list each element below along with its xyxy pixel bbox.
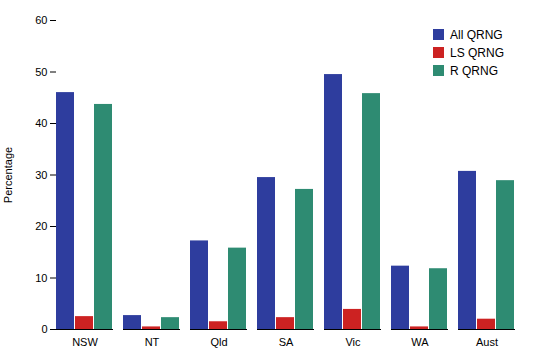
html-text:R QRNG: R QRNG <box>450 64 498 78</box>
html-text:All QRNG: All QRNG <box>450 28 503 42</box>
svg-text:Vic: Vic <box>345 336 361 348</box>
svg-text:0: 0 <box>41 323 47 335</box>
svg-text:SA: SA <box>279 336 294 348</box>
svg-text:10: 10 <box>35 272 47 284</box>
svg-text:WA: WA <box>411 336 429 348</box>
svg-text:Aust: Aust <box>476 336 498 348</box>
svg-text:60: 60 <box>35 14 47 26</box>
svg-text:20: 20 <box>35 220 47 232</box>
svg-text:40: 40 <box>35 117 47 129</box>
svg-text:NT: NT <box>145 336 160 348</box>
svg-text:30: 30 <box>35 169 47 181</box>
html-text:LS QRNG: LS QRNG <box>450 46 504 60</box>
svg-text:NSW: NSW <box>72 336 98 348</box>
svg-text:Qld: Qld <box>210 336 227 348</box>
svg-text:50: 50 <box>35 66 47 78</box>
svg-text:Percentage: Percentage <box>2 147 14 203</box>
